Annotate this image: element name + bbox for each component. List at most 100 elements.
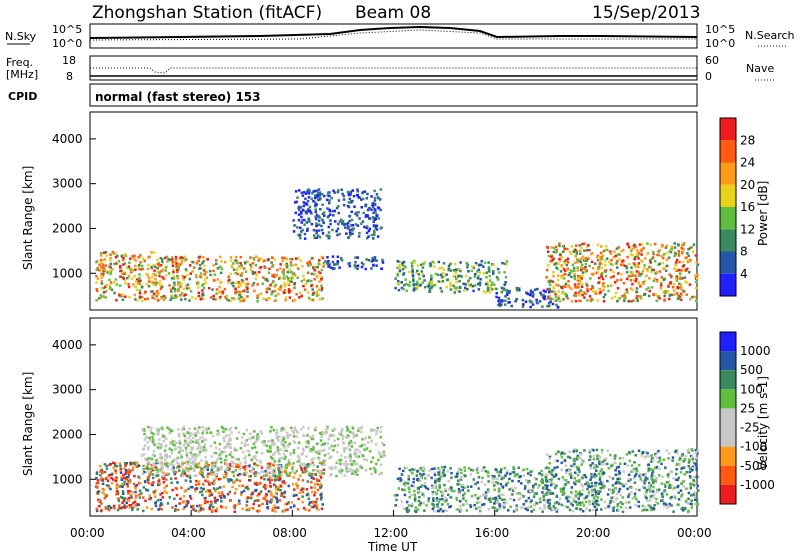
range-cell xyxy=(316,465,319,468)
range-cell xyxy=(412,480,415,484)
range-cell xyxy=(421,266,425,269)
range-cell xyxy=(653,466,657,470)
range-cell xyxy=(370,195,373,198)
range-cell xyxy=(618,258,621,261)
range-cell xyxy=(163,256,167,260)
range-cell xyxy=(408,284,411,287)
range-cell xyxy=(581,476,584,480)
range-cell xyxy=(505,483,508,487)
range-cell xyxy=(591,285,594,288)
range-cell xyxy=(345,222,348,226)
range-cell xyxy=(312,267,315,270)
range-cell xyxy=(639,295,643,298)
range-cell xyxy=(548,283,552,287)
range-cell xyxy=(515,505,519,509)
range-cell xyxy=(350,441,354,445)
range-cell xyxy=(259,459,262,463)
freq-left-label-2: [MHz] xyxy=(6,68,38,81)
range-cell xyxy=(643,267,646,270)
range-cell xyxy=(95,472,99,476)
range-cell xyxy=(265,472,268,476)
range-cell xyxy=(643,264,646,267)
range-cell xyxy=(235,281,238,285)
range-cell xyxy=(256,433,259,436)
range-cell xyxy=(318,484,321,487)
range-cell xyxy=(694,299,698,303)
range-cell xyxy=(567,273,570,277)
range-cell xyxy=(575,252,579,255)
range-cell xyxy=(265,493,268,497)
range-cell xyxy=(526,472,530,475)
range-cell xyxy=(176,508,180,511)
range-cell xyxy=(315,505,318,508)
range-cell xyxy=(405,282,408,286)
range-cell xyxy=(646,508,649,512)
range-cell xyxy=(299,210,303,214)
range-cell xyxy=(127,274,131,278)
range-cell xyxy=(464,499,468,503)
range-cell xyxy=(533,503,536,507)
range-cell xyxy=(439,287,442,290)
range-cell xyxy=(230,264,233,267)
y-tick-label: 2000 xyxy=(52,221,83,235)
range-cell xyxy=(218,454,221,457)
range-cell xyxy=(374,469,377,472)
range-cell xyxy=(437,273,440,277)
range-cell xyxy=(526,292,529,296)
range-cell xyxy=(430,280,434,283)
range-cell xyxy=(295,429,299,433)
range-cell xyxy=(98,297,101,300)
range-cell xyxy=(183,275,186,279)
range-cell xyxy=(152,490,155,494)
range-cell xyxy=(348,219,351,223)
range-cell xyxy=(591,252,594,255)
range-cell xyxy=(501,287,504,290)
range-cell xyxy=(109,281,113,284)
range-cell xyxy=(257,259,260,262)
range-cell xyxy=(603,485,606,488)
range-cell xyxy=(690,506,694,509)
range-cell xyxy=(375,264,378,267)
range-cell xyxy=(589,288,593,291)
range-cell xyxy=(640,249,643,252)
range-cell xyxy=(431,486,434,490)
range-cell xyxy=(641,504,644,508)
range-cell xyxy=(667,297,671,301)
range-cell xyxy=(230,259,233,262)
range-cell xyxy=(159,453,162,456)
range-cell xyxy=(346,427,349,431)
range-cell xyxy=(220,267,224,270)
range-cell xyxy=(651,257,654,260)
range-cell xyxy=(337,199,341,202)
range-cell xyxy=(183,472,187,475)
range-cell xyxy=(152,467,156,470)
range-cell xyxy=(622,259,625,262)
range-cell xyxy=(177,281,180,284)
range-cell xyxy=(250,265,253,269)
range-cell xyxy=(679,471,683,474)
range-cell xyxy=(248,449,251,453)
range-cell xyxy=(363,443,366,446)
range-cell xyxy=(669,486,672,489)
range-cell xyxy=(496,508,499,511)
range-cell xyxy=(280,473,284,477)
range-cell xyxy=(252,467,255,471)
range-cell xyxy=(322,468,326,472)
range-cell xyxy=(302,274,305,278)
range-cell xyxy=(373,232,376,235)
range-cell xyxy=(647,294,651,298)
range-cell xyxy=(173,440,176,443)
range-cell xyxy=(270,494,273,497)
range-cell xyxy=(401,268,405,271)
range-cell xyxy=(260,470,263,473)
range-cell xyxy=(614,254,617,258)
range-cell xyxy=(647,504,650,507)
range-cell xyxy=(629,270,633,274)
range-cell xyxy=(597,256,601,259)
range-cell xyxy=(515,504,518,507)
range-cell xyxy=(168,428,171,431)
range-cell xyxy=(641,485,645,489)
range-cell xyxy=(313,269,317,272)
range-cell xyxy=(646,269,649,273)
range-cell xyxy=(573,477,576,480)
